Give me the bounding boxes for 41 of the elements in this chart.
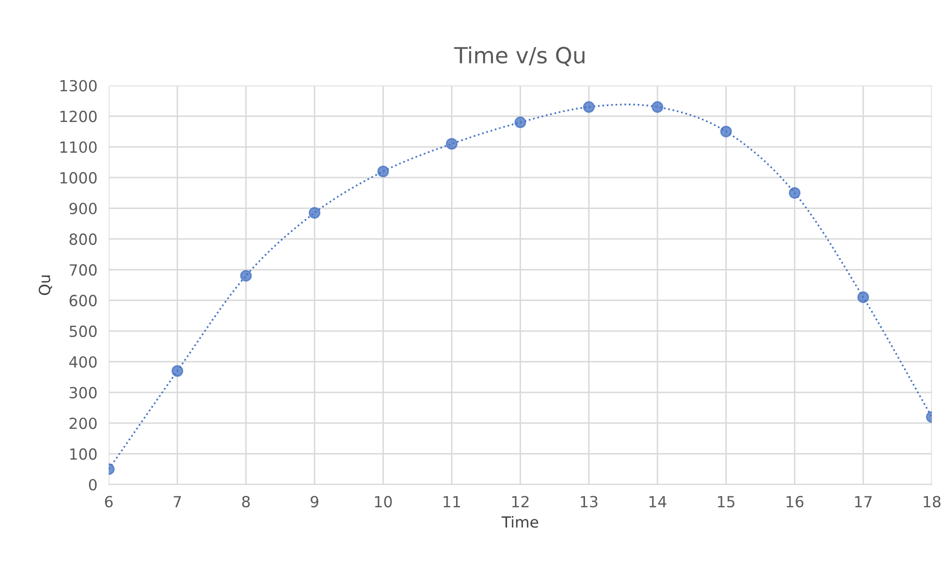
point bbox=[652, 101, 664, 113]
y-tick-label: 0 bbox=[88, 478, 97, 491]
y-tick-label: 400 bbox=[69, 356, 97, 368]
y-tick-label: 1000 bbox=[60, 172, 97, 184]
x-tick-label: 10 bbox=[375, 496, 392, 508]
x-tick-label: 9 bbox=[310, 496, 318, 508]
point bbox=[172, 365, 184, 377]
x-tick-label: 16 bbox=[786, 496, 804, 508]
point bbox=[857, 291, 870, 304]
x-tick-label: 8 bbox=[242, 496, 250, 508]
y-tick-label: 800 bbox=[70, 233, 97, 245]
chart-title: Time v/s Qu bbox=[454, 46, 584, 66]
point bbox=[446, 138, 458, 150]
y-tick-label: 1100 bbox=[60, 141, 97, 153]
point bbox=[720, 126, 732, 138]
y-tick-label: 100 bbox=[70, 448, 97, 460]
x-tick-label: 18 bbox=[924, 496, 940, 508]
point bbox=[514, 116, 526, 128]
x-tick-label: 7 bbox=[174, 496, 181, 508]
x-tick-label: 13 bbox=[580, 496, 598, 508]
x-tick-label: 14 bbox=[649, 496, 666, 508]
y-axis-title: Qu bbox=[38, 276, 52, 295]
x-axis-title: Time bbox=[502, 516, 538, 528]
x-tick-label: 6 bbox=[104, 496, 113, 508]
y-tick-label: 1300 bbox=[60, 80, 97, 92]
point bbox=[583, 101, 595, 113]
x-tick-label: 15 bbox=[718, 496, 734, 508]
point bbox=[308, 207, 320, 219]
y-tick-label: 700 bbox=[70, 264, 97, 276]
x-tick-label: 17 bbox=[855, 496, 872, 508]
y-tick-label: 500 bbox=[70, 326, 97, 338]
point bbox=[240, 270, 252, 282]
point bbox=[377, 166, 389, 178]
y-tick-label: 300 bbox=[70, 386, 97, 398]
point bbox=[788, 187, 800, 199]
x-tick-label: 11 bbox=[444, 496, 460, 508]
x-tick-label: 12 bbox=[512, 496, 528, 508]
y-tick-label: 600 bbox=[70, 294, 97, 306]
y-tick-label: 900 bbox=[69, 202, 97, 214]
y-tick-label: 200 bbox=[70, 418, 97, 430]
y-tick-label: 1200 bbox=[60, 110, 97, 122]
